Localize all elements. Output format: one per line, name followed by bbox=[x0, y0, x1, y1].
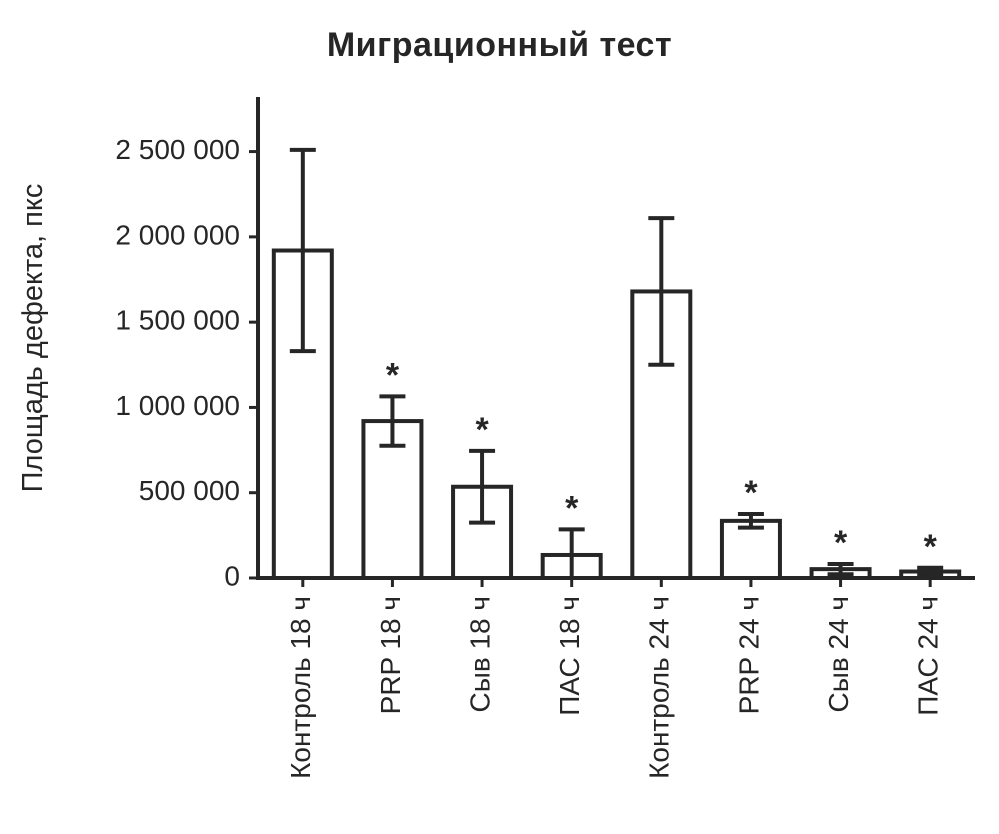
y-tick-label: 1 000 000 bbox=[115, 390, 240, 421]
significance-marker: * bbox=[924, 528, 938, 566]
significance-marker: * bbox=[744, 474, 758, 512]
x-tick-label: Сыв 18 ч bbox=[464, 596, 495, 713]
y-tick-label: 2 000 000 bbox=[115, 219, 240, 250]
x-tick-label: Контроль 24 ч bbox=[644, 596, 675, 779]
significance-marker: * bbox=[386, 356, 400, 394]
y-tick-label: 2 500 000 bbox=[115, 134, 240, 165]
x-tick-label: Контроль 18 ч bbox=[285, 596, 316, 779]
significance-marker: * bbox=[475, 411, 489, 449]
significance-marker: * bbox=[834, 524, 848, 562]
x-tick-label: PRP 24 ч bbox=[733, 596, 764, 714]
y-tick-label: 1 500 000 bbox=[115, 305, 240, 336]
x-tick-label: PRP 18 ч bbox=[375, 596, 406, 714]
chart-title: Миграционный тест bbox=[326, 26, 673, 64]
significance-marker: * bbox=[565, 489, 579, 527]
x-tick-label: ПАС 18 ч bbox=[554, 596, 585, 716]
y-axis-label: Площадь дефекта, пкс bbox=[17, 184, 49, 493]
y-tick-label: 0 bbox=[224, 560, 240, 591]
x-tick-label: ПАС 24 ч bbox=[913, 596, 944, 716]
y-tick-label: 500 000 bbox=[139, 475, 240, 506]
x-tick-label: Сыв 24 ч bbox=[823, 596, 854, 713]
